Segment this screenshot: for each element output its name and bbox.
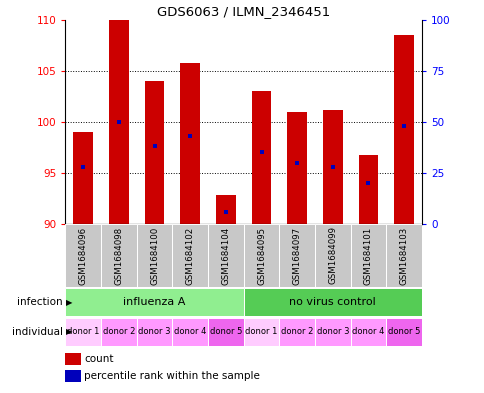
Text: GSM1684097: GSM1684097 <box>292 226 301 285</box>
Text: donor 2: donor 2 <box>280 327 313 336</box>
Text: donor 3: donor 3 <box>316 327 348 336</box>
Text: GSM1684098: GSM1684098 <box>114 226 123 285</box>
Bar <box>65 224 101 287</box>
Bar <box>101 224 136 287</box>
Bar <box>208 224 243 287</box>
Text: donor 3: donor 3 <box>138 327 170 336</box>
Bar <box>65 353 81 365</box>
Text: donor 2: donor 2 <box>103 327 135 336</box>
Text: GSM1684099: GSM1684099 <box>328 226 337 285</box>
Bar <box>208 318 243 346</box>
Bar <box>393 35 413 224</box>
Text: donor 5: donor 5 <box>387 327 420 336</box>
Bar <box>279 224 314 287</box>
Bar <box>279 318 314 346</box>
Bar <box>251 91 271 224</box>
Text: donor 4: donor 4 <box>174 327 206 336</box>
Bar <box>136 224 172 287</box>
Bar <box>314 318 350 346</box>
Text: GSM1684096: GSM1684096 <box>78 226 88 285</box>
Text: individual: individual <box>12 327 63 337</box>
Text: donor 1: donor 1 <box>67 327 99 336</box>
Bar <box>350 224 385 287</box>
Text: GSM1684095: GSM1684095 <box>257 226 266 285</box>
Bar <box>172 224 208 287</box>
Bar <box>358 154 378 224</box>
Text: donor 1: donor 1 <box>245 327 277 336</box>
Title: GDS6063 / ILMN_2346451: GDS6063 / ILMN_2346451 <box>157 6 330 18</box>
Bar <box>65 370 81 382</box>
Bar <box>287 112 306 224</box>
Bar <box>243 318 279 346</box>
Bar <box>101 318 136 346</box>
Text: infection: infection <box>17 297 63 307</box>
Bar <box>172 318 208 346</box>
Text: GSM1684103: GSM1684103 <box>399 226 408 285</box>
Text: ▶: ▶ <box>66 327 73 336</box>
Bar <box>322 110 342 224</box>
Bar <box>136 318 172 346</box>
Text: donor 4: donor 4 <box>351 327 384 336</box>
Text: donor 5: donor 5 <box>209 327 242 336</box>
Bar <box>109 20 128 224</box>
Bar <box>385 224 421 287</box>
Text: GSM1684101: GSM1684101 <box>363 226 372 285</box>
Bar <box>314 224 350 287</box>
Bar <box>145 81 164 224</box>
Bar <box>350 318 385 346</box>
Bar <box>65 288 243 316</box>
Bar <box>243 288 421 316</box>
Bar <box>65 318 101 346</box>
Text: count: count <box>84 354 113 364</box>
Text: ▶: ▶ <box>66 298 73 307</box>
Text: percentile rank within the sample: percentile rank within the sample <box>84 371 259 381</box>
Text: no virus control: no virus control <box>289 297 376 307</box>
Text: GSM1684104: GSM1684104 <box>221 226 230 285</box>
Bar <box>180 62 199 224</box>
Text: GSM1684100: GSM1684100 <box>150 226 159 285</box>
Bar <box>243 224 279 287</box>
Text: GSM1684102: GSM1684102 <box>185 226 195 285</box>
Text: influenza A: influenza A <box>123 297 185 307</box>
Bar <box>216 195 235 224</box>
Bar <box>385 318 421 346</box>
Bar <box>74 132 93 224</box>
